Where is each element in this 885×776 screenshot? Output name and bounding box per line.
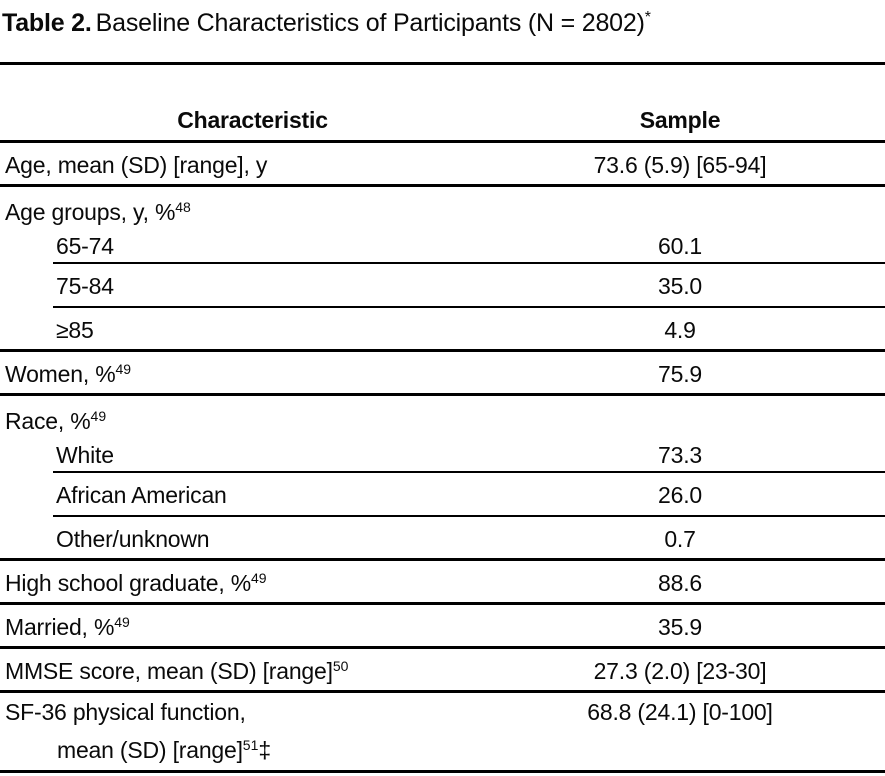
row-label: ≥85 xyxy=(0,317,505,344)
column-header-sample: Sample xyxy=(639,107,721,133)
table-row: Other/unknown 0.7 xyxy=(0,517,885,561)
row-value: 60.1 xyxy=(658,232,702,259)
row-label: Age groups, y, %48 xyxy=(0,199,505,226)
row-label-line1: Age groups, y, %48 xyxy=(5,199,191,225)
table-row: SF-36 physical function, mean (SD) [rang… xyxy=(0,693,885,773)
reference-superscript: 49 xyxy=(115,360,132,377)
row-label-line1: ≥85 xyxy=(56,316,94,343)
row-value: 75.9 xyxy=(658,360,702,387)
table-row: MMSE score, mean (SD) [range]50 27.3 (2.… xyxy=(0,649,885,693)
row-label-line1: SF-36 physical function, xyxy=(5,699,246,725)
row-value: 4.9 xyxy=(664,316,696,343)
table-row: 65-74 60.1 xyxy=(0,228,885,264)
row-label: 65-74 xyxy=(0,233,505,260)
row-value: 26.0 xyxy=(658,481,702,508)
table-header-row: Characteristic Sample xyxy=(0,65,885,143)
table-title: Table 2. Baseline Characteristics of Part… xyxy=(0,0,885,65)
row-value: 73.3 xyxy=(658,441,702,468)
row-label: Race, %49 xyxy=(0,408,505,435)
row-label-line1: MMSE score, mean (SD) [range]50 xyxy=(5,657,349,684)
baseline-characteristics-table: Characteristic Sample Age, mean (SD) [ra… xyxy=(0,65,885,773)
row-value: 88.6 xyxy=(658,569,702,596)
table-title-text: Baseline Characteristics of Participants… xyxy=(95,9,645,37)
row-label-line1: Race, %49 xyxy=(5,408,107,434)
row-label: Age, mean (SD) [range], y xyxy=(0,152,505,179)
table-row: White 73.3 xyxy=(0,437,885,473)
row-label-line1: Age, mean (SD) [range], y xyxy=(5,151,268,178)
row-value: 0.7 xyxy=(664,525,696,552)
row-label: Married, %49 xyxy=(0,614,505,641)
row-label-line1: Married, %49 xyxy=(5,613,130,640)
table-row: African American 26.0 xyxy=(0,473,885,517)
reference-superscript: 48 xyxy=(175,199,191,215)
row-label-line1: High school graduate, %49 xyxy=(5,569,267,596)
column-header-characteristic: Characteristic xyxy=(177,107,328,133)
row-label: African American xyxy=(0,482,505,509)
table-row: Women, %49 75.9 xyxy=(0,352,885,396)
row-value: 27.3 (2.0) [23-30] xyxy=(593,657,767,684)
table-row: Married, %49 35.9 xyxy=(0,605,885,649)
table-row: Race, %49 xyxy=(0,396,885,437)
table-number-label: Table 2. xyxy=(2,9,92,37)
row-label: 75-84 xyxy=(0,273,505,300)
table-row: Age, mean (SD) [range], y 73.6 (5.9) [65… xyxy=(0,143,885,187)
double-dagger-symbol: ‡ xyxy=(258,737,271,763)
reference-superscript: 49 xyxy=(114,613,130,630)
row-label-line1: Women, %49 xyxy=(5,360,132,387)
row-label: Women, %49 xyxy=(0,361,505,388)
row-label: MMSE score, mean (SD) [range]50 xyxy=(0,658,505,685)
row-label-line1: 65-74 xyxy=(56,232,114,259)
row-label-line1: Other/unknown xyxy=(56,525,210,552)
row-label: Other/unknown xyxy=(0,526,505,553)
row-label-line2: mean (SD) [range]51‡ xyxy=(57,737,271,763)
row-label-line1: 75-84 xyxy=(56,272,114,299)
reference-superscript: 49 xyxy=(251,569,267,586)
reference-superscript: 49 xyxy=(90,408,107,424)
row-value: 35.0 xyxy=(658,272,702,299)
table-body: Age, mean (SD) [range], y 73.6 (5.9) [65… xyxy=(0,143,885,773)
row-label: SF-36 physical function, mean (SD) [rang… xyxy=(0,699,505,764)
reference-superscript: 50 xyxy=(332,657,349,674)
table-row: Age groups, y, %48 xyxy=(0,187,885,228)
row-value: 73.6 (5.9) [65-94] xyxy=(593,151,767,178)
table-row: 75-84 35.0 xyxy=(0,264,885,308)
table-row: ≥85 4.9 xyxy=(0,308,885,352)
row-label-line1: African American xyxy=(56,481,227,508)
row-label: White xyxy=(0,442,505,469)
row-label-line1: White xyxy=(56,441,114,468)
row-value: 35.9 xyxy=(658,613,702,640)
reference-superscript: 51 xyxy=(242,737,259,753)
footnote-asterisk: * xyxy=(644,9,651,26)
row-value: 68.8 (24.1) [0-100] xyxy=(587,699,773,725)
row-label: High school graduate, %49 xyxy=(0,570,505,597)
table-row: High school graduate, %49 88.6 xyxy=(0,561,885,605)
